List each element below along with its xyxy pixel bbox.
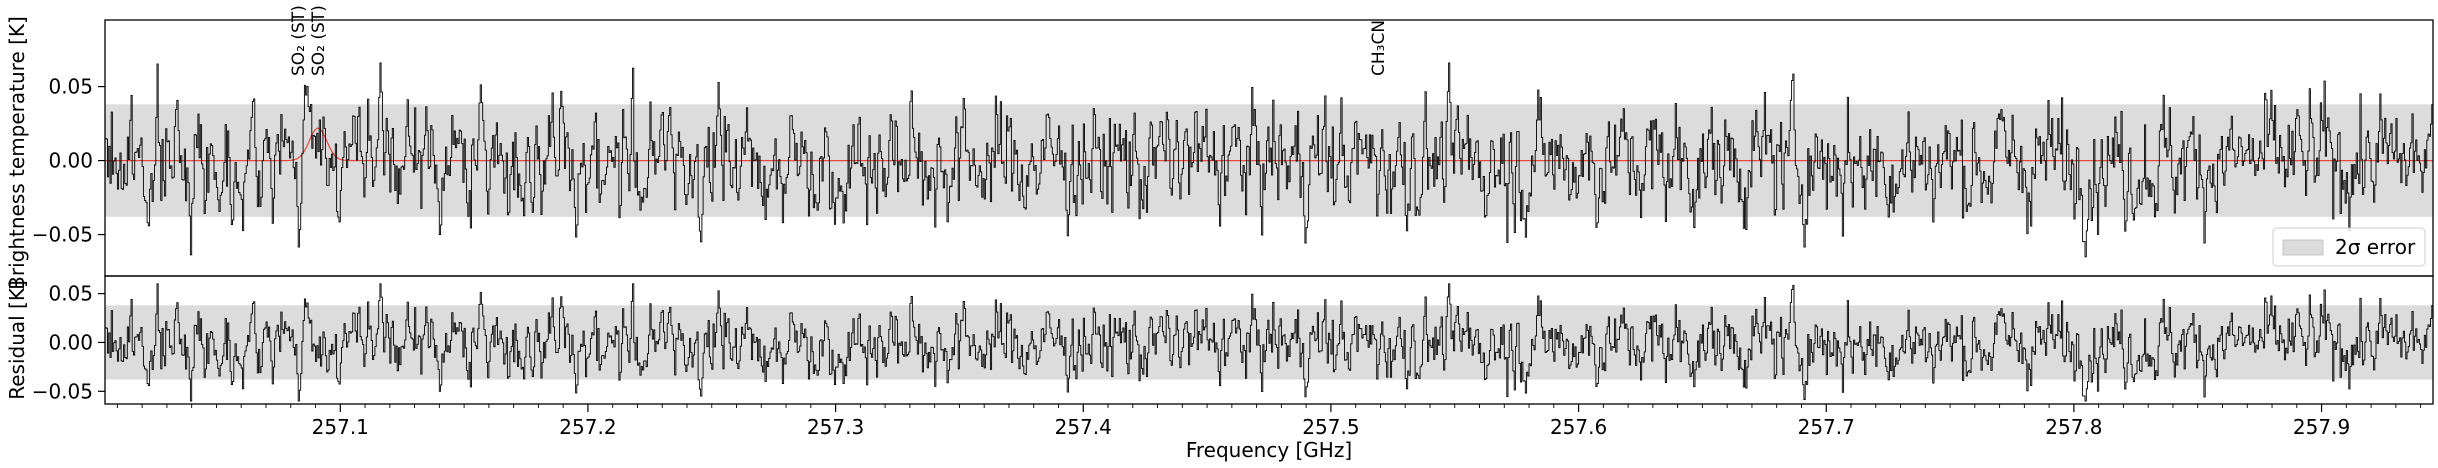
residual-y-axis-label: Residual [K] (5, 280, 29, 400)
x-tick-label: 257.9 (2293, 415, 2350, 439)
residual-ytick-label: 0.05 (48, 282, 93, 306)
residual-line (105, 283, 2433, 402)
main-ytick-label: 0.00 (48, 149, 93, 173)
x-tick-label: 257.7 (1798, 415, 1855, 439)
residual-panel: −0.050.000.05 257.1 257.2 257.3 257.4 257.5 2… (5, 275, 2434, 462)
x-tick-label: 257.2 (559, 415, 616, 439)
legend: 2σ error (2272, 227, 2426, 267)
x-tick-label: 257.1 (312, 415, 369, 439)
main-ytick-label: −0.05 (32, 223, 93, 247)
x-tick-label: 257.3 (807, 415, 864, 439)
main-ytick-label: 0.05 (48, 75, 93, 99)
x-tick-label: 257.4 (1055, 415, 1112, 439)
x-tick-label: 257.5 (1302, 415, 1359, 439)
residual-ytick-label: 0.00 (48, 330, 93, 354)
residual-axes-frame (104, 275, 2434, 405)
spectrum-line (105, 62, 2433, 258)
residual-x-ticks: 257.1 257.2 257.3 257.4 257.5 257.6 257.7 257.8… (116, 404, 2422, 439)
residual-ytick-label: −0.05 (32, 379, 93, 403)
line-markers: SO₂ (ST) SO₂ (ST) CH₃CN (289, 5, 1389, 76)
main-y-ticks: −0.05 0.00 0.05 (32, 75, 105, 247)
line-marker-label: CH₃CN (1369, 20, 1389, 76)
x-tick-label: 257.6 (1550, 415, 1607, 439)
legend-swatch-2sigma (2282, 239, 2324, 256)
line-marker-label: SO₂ (ST) (289, 5, 309, 76)
residual-y-ticks: −0.05 0.00 0.05 (32, 282, 105, 403)
legend-label-2sigma: 2σ error (2335, 235, 2416, 259)
main-y-axis-label: Brightness temperature [K] (5, 16, 29, 290)
x-axis-label: Frequency [GHz] (1186, 438, 1352, 462)
legend-box (2272, 227, 2426, 267)
main-panel: −0.05 0.00 0.05 SO₂ (ST) SO₂ (ST) CH₃CN Brig… (5, 5, 2434, 290)
line-marker-label: SO₂ (ST) (309, 5, 329, 76)
x-tick-label: 257.8 (2045, 415, 2102, 439)
